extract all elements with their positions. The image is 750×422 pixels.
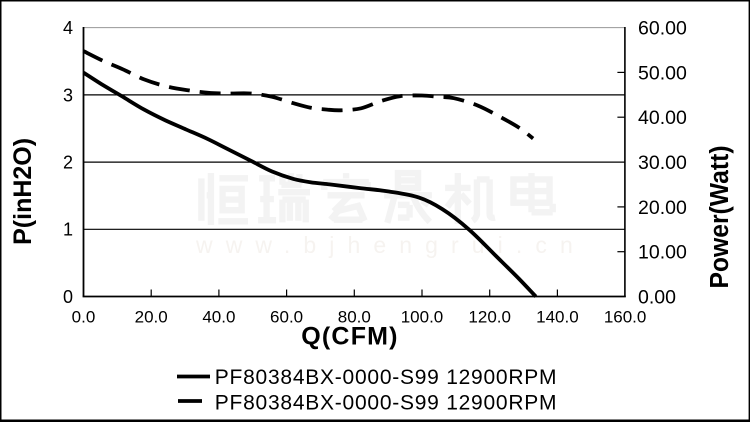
svg-text:PF80384BX-0000-S99 12900RPM: PF80384BX-0000-S99 12900RPM bbox=[215, 392, 557, 415]
svg-text:100.0: 100.0 bbox=[401, 307, 444, 326]
svg-text:160.0: 160.0 bbox=[604, 307, 647, 326]
svg-text:20.00: 20.00 bbox=[638, 197, 687, 219]
svg-text:120.0: 120.0 bbox=[468, 307, 511, 326]
svg-text:40.0: 40.0 bbox=[202, 307, 235, 326]
svg-text:80.0: 80.0 bbox=[338, 307, 371, 326]
svg-text:www.bjhengrui.cn: www.bjhengrui.cn bbox=[195, 232, 586, 258]
svg-text:140.0: 140.0 bbox=[536, 307, 579, 326]
svg-text:0: 0 bbox=[63, 287, 73, 307]
svg-text:Power(Watt): Power(Watt) bbox=[705, 145, 734, 288]
svg-text:Q(CFM): Q(CFM) bbox=[301, 323, 398, 351]
svg-text:40.00: 40.00 bbox=[638, 107, 687, 129]
svg-text:1: 1 bbox=[63, 220, 73, 240]
svg-text:10.00: 10.00 bbox=[638, 242, 687, 264]
svg-text:30.00: 30.00 bbox=[638, 152, 687, 174]
svg-text:60.0: 60.0 bbox=[270, 307, 303, 326]
svg-text:60.00: 60.00 bbox=[638, 18, 687, 40]
svg-text:2: 2 bbox=[63, 153, 73, 173]
svg-text:0.00: 0.00 bbox=[638, 287, 676, 309]
svg-text:3: 3 bbox=[63, 85, 73, 105]
svg-text:PF80384BX-0000-S99 12900RPM: PF80384BX-0000-S99 12900RPM bbox=[215, 366, 557, 389]
svg-text:20.0: 20.0 bbox=[135, 307, 168, 326]
svg-text:50.00: 50.00 bbox=[638, 62, 687, 84]
svg-text:P(inH2O): P(inH2O) bbox=[9, 138, 37, 245]
svg-text:4: 4 bbox=[63, 18, 73, 38]
svg-text:0.0: 0.0 bbox=[72, 307, 96, 326]
